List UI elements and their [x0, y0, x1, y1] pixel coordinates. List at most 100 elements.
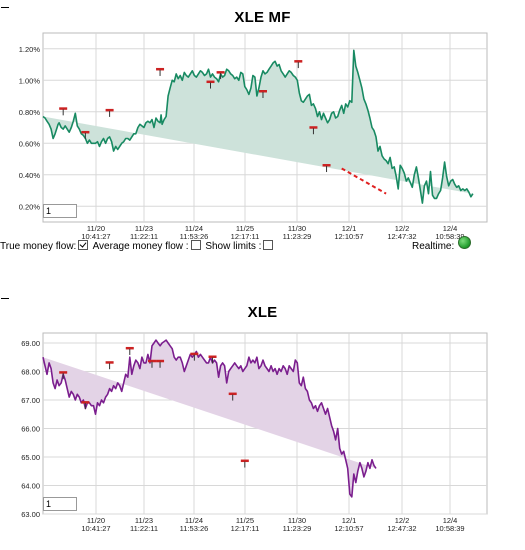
series-area	[43, 50, 473, 204]
xle-mf-chart-panel: XLE MF 0.20% 0.40% 0.60% 0.80% 1.00% 1.20% 11/…	[0, 0, 525, 275]
y-tick-label: 0.60%	[19, 139, 41, 148]
y-tick-label: 66.00	[21, 424, 40, 433]
x-tick-date: 12/1	[342, 224, 357, 233]
signal-marker-cap	[156, 67, 165, 71]
xle-price-chart-panel: XLE 63.00 64.00 65.00 66.00 67.00 68.00 69.00 1…	[0, 298, 525, 550]
signal-marker-cap	[59, 371, 68, 374]
signal-marker-cap	[309, 126, 318, 129]
signal-marker	[309, 126, 318, 135]
x-tick-date: 11/23	[135, 224, 153, 233]
x-tick-date: 11/25	[236, 516, 254, 525]
true-money-flow-checkbox[interactable]	[78, 240, 89, 250]
signal-marker	[322, 164, 331, 173]
signal-marker	[206, 80, 215, 89]
x-tick-date: 12/2	[395, 516, 410, 525]
series-area	[43, 340, 376, 497]
signal-marker	[258, 90, 267, 98]
x-tick-time: 12:17:11	[231, 232, 260, 241]
signal-marker-cap	[105, 108, 114, 112]
signal-marker-cap	[216, 71, 225, 74]
page-input[interactable]: 1	[43, 497, 77, 511]
signal-marker	[294, 60, 303, 69]
chart-title: XLE MF	[234, 9, 291, 26]
signal-marker	[59, 371, 68, 380]
y-tick-label: 0.40%	[19, 171, 41, 180]
y-tick-label: 0.80%	[19, 108, 41, 117]
y-tick-label: 69.00	[21, 339, 40, 348]
x-tick-date: 11/23	[135, 516, 153, 525]
show-limits-checkbox[interactable]	[263, 240, 274, 250]
y-tick-label: 0.20%	[19, 202, 41, 211]
x-tick-time: 10:41:27	[81, 524, 110, 533]
signal-marker	[59, 107, 68, 116]
signal-marker-cap	[322, 164, 331, 167]
realtime-label: Realtime:	[412, 241, 455, 252]
xle-mf-plot: 0.20% 0.40% 0.60% 0.80% 1.00% 1.20% 11/2010:41…	[19, 32, 488, 241]
x-tick-time: 12:10:57	[334, 232, 363, 241]
signal-marker-cap	[105, 361, 114, 364]
signal-marker	[190, 352, 199, 361]
y-tick-label: 1.20%	[19, 45, 41, 54]
y-tick-label: 67.00	[21, 396, 40, 405]
signal-marker-cap	[206, 80, 215, 84]
x-tick-date: 11/25	[236, 224, 254, 233]
signal-marker	[81, 401, 90, 410]
average-money-flow-label: Average money flow :	[92, 241, 189, 252]
realtime-status-icon[interactable]	[458, 236, 471, 249]
x-tick-time: 10:41:27	[81, 232, 110, 241]
x-tick-date: 11/30	[288, 224, 306, 233]
signal-marker	[81, 130, 90, 139]
x-tick-date: 11/20	[87, 224, 105, 233]
signal-marker	[147, 359, 156, 368]
y-tick-label: 64.00	[21, 481, 40, 490]
signal-marker	[228, 392, 237, 401]
x-tick-time: 11:22:11	[130, 524, 158, 533]
show-limits-label: Show limits :	[205, 241, 262, 252]
signal-marker-cap	[81, 130, 90, 134]
signal-marker-cap	[228, 392, 237, 396]
y-tick-label: 1.00%	[19, 76, 41, 85]
signal-marker	[216, 71, 225, 80]
y-tick-label: 63.00	[21, 510, 40, 519]
x-tick-time: 11:23:29	[283, 524, 312, 533]
x-tick-time: 11:23:29	[283, 232, 312, 241]
collapse-dash-icon[interactable]	[1, 7, 9, 8]
signal-marker-cap	[294, 60, 303, 63]
x-tick-time: 11:53:26	[180, 232, 209, 241]
average-money-flow-checkbox[interactable]	[190, 240, 201, 250]
x-tick-time: 11:22:11	[130, 232, 158, 241]
x-tick-time: 10:58:39	[435, 232, 464, 241]
signal-marker-cap	[59, 107, 68, 110]
signal-marker	[208, 355, 217, 364]
x-tick-time: 12:17:11	[231, 524, 260, 533]
x-tick-date: 11/24	[185, 224, 203, 233]
true-money-flow-label: True money flow:	[0, 241, 77, 252]
signal-marker-cap	[190, 352, 199, 356]
signal-marker-cap	[156, 359, 165, 363]
x-tick-date: 12/1	[342, 516, 357, 525]
series-line	[42, 49, 474, 204]
x-tick-date: 12/4	[443, 224, 458, 233]
x-tick-date: 12/2	[395, 224, 410, 233]
signal-marker	[156, 359, 165, 368]
x-tick-date: 11/20	[87, 516, 105, 525]
signal-marker	[105, 361, 114, 370]
signal-marker-cap	[240, 459, 249, 463]
x-tick-date: 11/24	[185, 516, 203, 525]
xle-price-plot: 63.00 64.00 65.00 66.00 67.00 68.00 69.00 11/20…	[21, 332, 488, 533]
signal-marker-cap	[208, 355, 217, 359]
x-tick-time: 10:58:39	[435, 524, 464, 533]
trend-line	[341, 167, 387, 195]
chart-title: XLE	[247, 304, 278, 321]
collapse-dash-icon[interactable]	[1, 298, 9, 299]
x-tick-time: 12:47:32	[387, 524, 416, 533]
signal-marker-cap	[258, 90, 267, 93]
x-tick-date: 12/4	[443, 516, 458, 525]
page-input[interactable]: 1	[43, 204, 77, 218]
controls-bar: True money flow: Average money flow : Sh…	[0, 240, 525, 254]
signal-marker-cap	[81, 401, 90, 404]
x-tick-time: 12:10:57	[334, 524, 363, 533]
series-line	[42, 339, 377, 498]
signal-marker-cap	[125, 346, 134, 350]
x-tick-time: 12:47:32	[387, 232, 416, 241]
